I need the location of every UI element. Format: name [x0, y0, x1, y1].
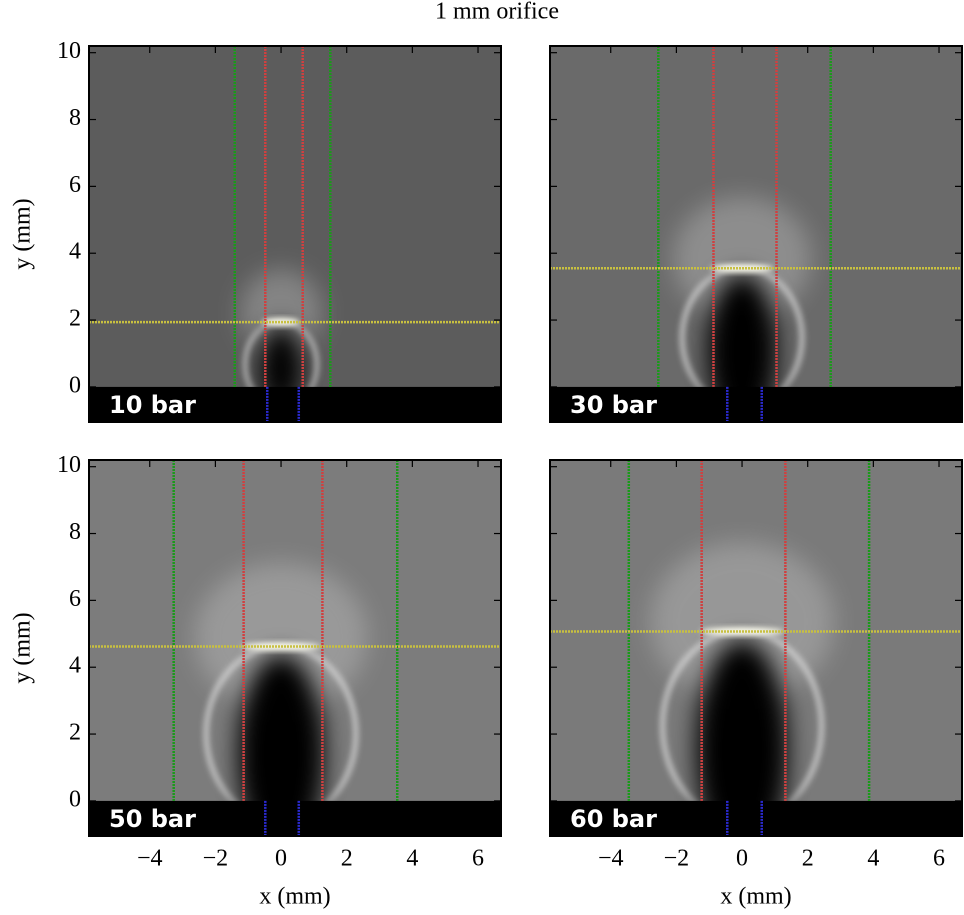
frame — [88, 45, 502, 423]
x-tick-label: −2 — [203, 846, 229, 872]
frame — [88, 459, 502, 837]
nozzle-plate — [89, 386, 501, 422]
x-tick-label: 6 — [472, 846, 484, 872]
y-tick-label: 10 — [57, 452, 81, 478]
panel — [550, 46, 962, 422]
x-tick-label: −2 — [664, 846, 690, 872]
panel — [89, 46, 501, 422]
plume-halo — [649, 542, 835, 701]
x-tick-label: 0 — [736, 846, 748, 872]
y-tick-label: 4 — [69, 653, 81, 679]
y-tick-label: 8 — [69, 519, 81, 545]
x-axis-label: x (mm) — [720, 884, 791, 910]
y-tick-label: 8 — [69, 105, 81, 131]
figure-title: 1 mm orifice — [435, 0, 559, 25]
y-tick-label: 6 — [69, 586, 81, 612]
y-tick-label: 2 — [69, 306, 81, 332]
y-axis-label: y (mm) — [10, 612, 36, 683]
x-axis-label: x (mm) — [259, 884, 330, 910]
y-tick-label: 0 — [69, 372, 81, 398]
plume-halo — [194, 562, 368, 711]
y-tick-label: 6 — [69, 172, 81, 198]
plume-core — [696, 639, 789, 836]
x-tick-label: 2 — [341, 846, 353, 872]
panel — [89, 460, 501, 836]
x-tick-label: 0 — [275, 846, 287, 872]
nozzle-plate — [89, 800, 501, 836]
plume-core — [707, 274, 777, 422]
panel-label: 60 bar — [570, 805, 657, 833]
panel-label: 10 bar — [109, 391, 196, 419]
x-tick-label: 4 — [867, 846, 879, 872]
y-tick-label: 10 — [57, 38, 81, 64]
x-tick-label: 4 — [406, 846, 418, 872]
frame — [549, 459, 963, 837]
panel-label: 50 bar — [109, 805, 196, 833]
y-tick-label: 4 — [69, 239, 81, 265]
y-tick-label: 0 — [69, 786, 81, 812]
nozzle-plate — [550, 386, 962, 422]
frame — [549, 45, 963, 423]
x-tick-label: 2 — [802, 846, 814, 872]
x-tick-label: 6 — [933, 846, 945, 872]
y-axis-label: y (mm) — [10, 198, 36, 269]
y-tick-label: 2 — [69, 720, 81, 746]
nozzle-plate — [550, 800, 962, 836]
panel-label: 30 bar — [570, 391, 657, 419]
plume-core — [237, 654, 325, 836]
x-tick-label: −4 — [598, 846, 624, 872]
panel — [550, 460, 962, 836]
x-tick-label: −4 — [137, 846, 163, 872]
